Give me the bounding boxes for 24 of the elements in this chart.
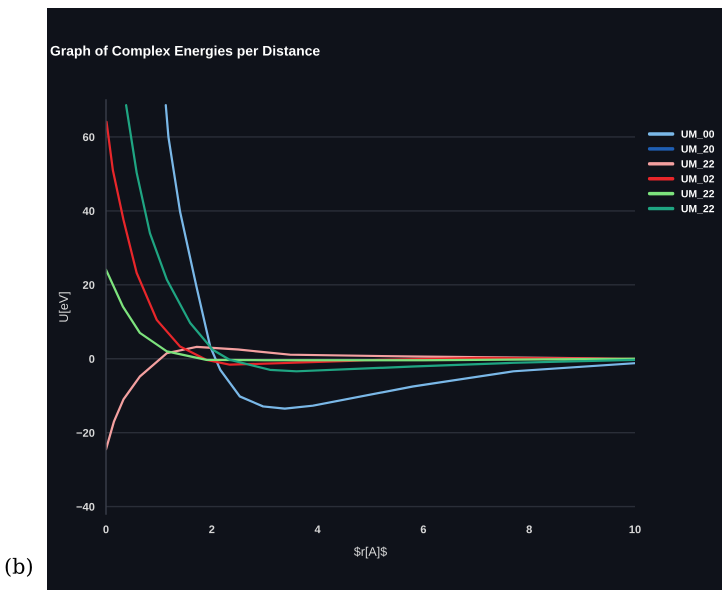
x-tick-label: 2: [209, 525, 214, 534]
y-tick-label: 40: [82, 207, 94, 216]
y-tick-label: 0: [89, 355, 94, 363]
y-axis-title: U[eV]: [58, 292, 70, 322]
legend-label: UM_00: [682, 130, 714, 139]
x-tick-label: 0: [103, 525, 109, 534]
x-tick-label: 8: [526, 525, 532, 534]
line-series: [106, 268, 635, 362]
y-tick-label: 20: [82, 281, 94, 289]
chart-title: Graph of Complex Energies per Distance: [50, 45, 320, 59]
y-tick-label: −20: [76, 428, 94, 437]
legend-label: UM_22: [682, 204, 714, 214]
x-tick-label: 6: [420, 525, 426, 534]
legend-label: UM_22: [682, 160, 714, 169]
x-axis-title: $r[A]$: [354, 546, 387, 558]
y-tick-label: 60: [82, 133, 94, 142]
legend-label: UM_02: [682, 175, 714, 184]
text: (b): [6, 558, 32, 577]
legend-label: UM_20: [682, 145, 714, 154]
line-series: [164, 104, 635, 410]
y-tick-label: −40: [76, 502, 94, 511]
legend-label: UM_22: [682, 190, 714, 199]
x-tick-label: 4: [314, 526, 321, 534]
x-tick-label: 10: [630, 525, 641, 534]
